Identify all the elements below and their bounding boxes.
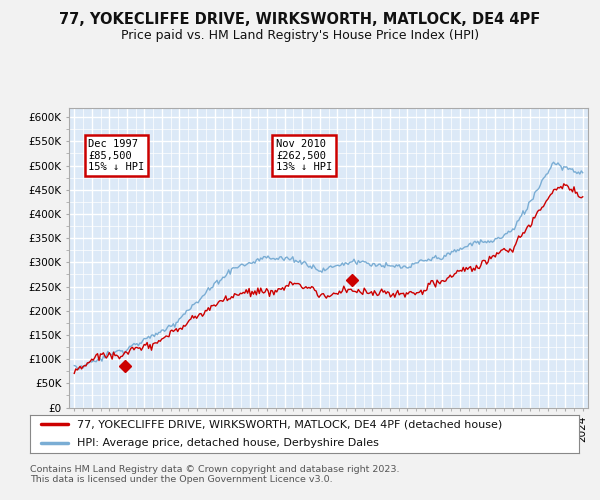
Text: Nov 2010
£262,500
13% ↓ HPI: Nov 2010 £262,500 13% ↓ HPI (276, 139, 332, 172)
Text: 77, YOKECLIFFE DRIVE, WIRKSWORTH, MATLOCK, DE4 4PF (detached house): 77, YOKECLIFFE DRIVE, WIRKSWORTH, MATLOC… (77, 420, 502, 430)
Text: HPI: Average price, detached house, Derbyshire Dales: HPI: Average price, detached house, Derb… (77, 438, 379, 448)
Text: Contains HM Land Registry data © Crown copyright and database right 2023.
This d: Contains HM Land Registry data © Crown c… (30, 465, 400, 484)
Text: Dec 1997
£85,500
15% ↓ HPI: Dec 1997 £85,500 15% ↓ HPI (88, 139, 145, 172)
Text: 77, YOKECLIFFE DRIVE, WIRKSWORTH, MATLOCK, DE4 4PF: 77, YOKECLIFFE DRIVE, WIRKSWORTH, MATLOC… (59, 12, 541, 28)
Text: Price paid vs. HM Land Registry's House Price Index (HPI): Price paid vs. HM Land Registry's House … (121, 29, 479, 42)
